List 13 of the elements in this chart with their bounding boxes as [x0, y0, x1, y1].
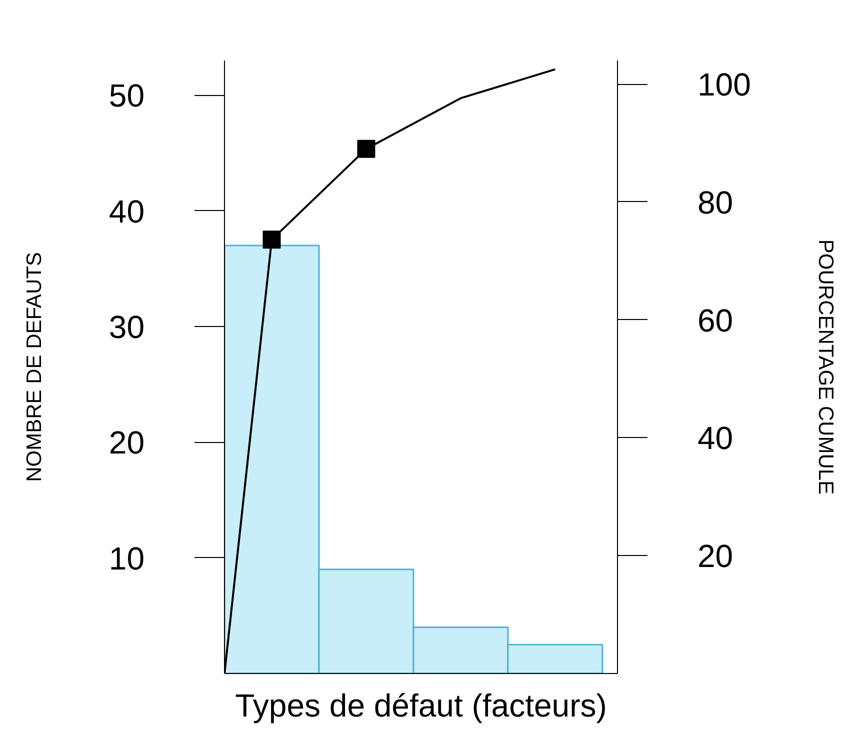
y2-tick-label: 20 — [698, 538, 734, 574]
x-axis-title: Types de défaut (facteurs) — [235, 688, 607, 724]
y2-tick-label: 80 — [698, 184, 734, 220]
y-tick-label: 20 — [108, 424, 144, 461]
y-tick-label: 40 — [108, 193, 144, 230]
y-tick-label: 50 — [108, 78, 144, 114]
y-tick-label: 30 — [108, 309, 144, 346]
y2-axis-title: POURCENTAGE CUMULE — [814, 239, 837, 495]
y-tick-label: 10 — [108, 540, 144, 576]
y2-tick-label: 60 — [698, 302, 734, 338]
y2-tick-label: 40 — [698, 420, 734, 456]
y-axis-title: NOMBRE DE DEFAUTS — [22, 252, 46, 482]
y2-tick-label: 100 — [698, 66, 751, 103]
